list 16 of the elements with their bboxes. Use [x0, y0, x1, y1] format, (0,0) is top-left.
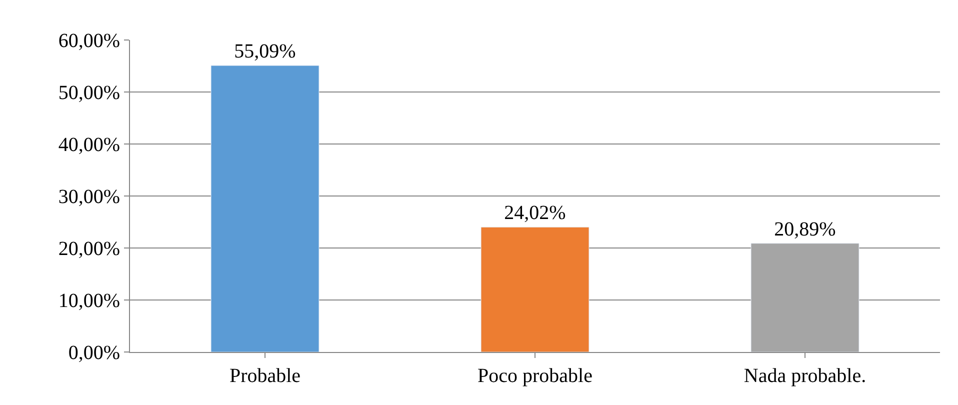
x-tick-label: Nada probable.	[744, 365, 866, 387]
x-tick-label: Poco probable	[478, 365, 593, 387]
data-label: 20,89%	[774, 218, 836, 240]
bar	[480, 226, 590, 352]
data-label: 55,09%	[234, 40, 296, 63]
y-tick-label: 0,00%	[68, 342, 120, 364]
y-tick-label: 30,00%	[58, 186, 120, 208]
x-tick-label: Probable	[229, 365, 301, 387]
y-tick-label: 10,00%	[58, 290, 120, 312]
y-tick-label: 60,00%	[58, 30, 120, 52]
data-label: 24,02%	[504, 202, 566, 224]
bar	[210, 65, 320, 352]
y-tick-label: 50,00%	[58, 82, 120, 104]
y-tick-label: 40,00%	[58, 134, 120, 156]
bar	[750, 243, 860, 352]
y-tick-label: 20,00%	[58, 238, 120, 260]
